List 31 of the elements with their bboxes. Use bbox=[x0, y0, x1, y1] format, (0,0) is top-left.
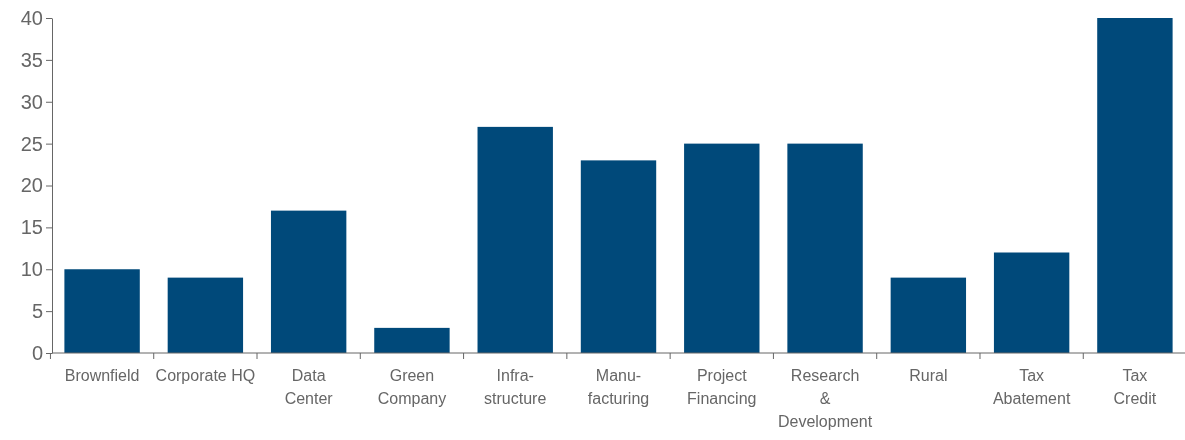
y-tick-label: 30 bbox=[20, 90, 43, 113]
bar bbox=[684, 143, 760, 353]
y-tick-label: 10 bbox=[20, 258, 43, 281]
bar bbox=[580, 160, 657, 353]
x-tick-label: Corporate HQ bbox=[155, 367, 256, 384]
x-tick-label: Rural bbox=[909, 367, 948, 384]
x-tick-label: Tax Credit bbox=[1113, 367, 1157, 408]
bar bbox=[477, 126, 553, 353]
bar bbox=[890, 277, 967, 353]
bar bbox=[374, 327, 450, 353]
bar bbox=[1097, 18, 1173, 353]
x-tick-label: Data Center bbox=[284, 367, 334, 408]
x-tick-label: Manu- facturing bbox=[587, 367, 650, 408]
x-tick-label: Green Company bbox=[377, 367, 447, 408]
y-tick-label: 25 bbox=[20, 132, 43, 155]
bar bbox=[167, 277, 244, 353]
y-tick-label: 0 bbox=[31, 341, 43, 364]
bar bbox=[64, 269, 140, 353]
bar bbox=[993, 252, 1070, 353]
y-tick-label: 35 bbox=[20, 48, 43, 71]
y-tick-label: 20 bbox=[20, 174, 43, 197]
x-tick-label: Tax Abatement bbox=[992, 367, 1071, 408]
x-tick-label: Research & Development bbox=[777, 367, 873, 431]
x-tick-label: Project Financing bbox=[687, 367, 757, 408]
x-tick-label: Infra- structure bbox=[484, 367, 547, 408]
bar bbox=[787, 143, 863, 353]
bar bbox=[270, 210, 347, 353]
y-tick-label: 15 bbox=[20, 216, 43, 239]
y-tick-label: 5 bbox=[31, 300, 43, 323]
x-tick-label: Brownfield bbox=[64, 367, 140, 384]
y-tick-label: 40 bbox=[20, 6, 43, 29]
